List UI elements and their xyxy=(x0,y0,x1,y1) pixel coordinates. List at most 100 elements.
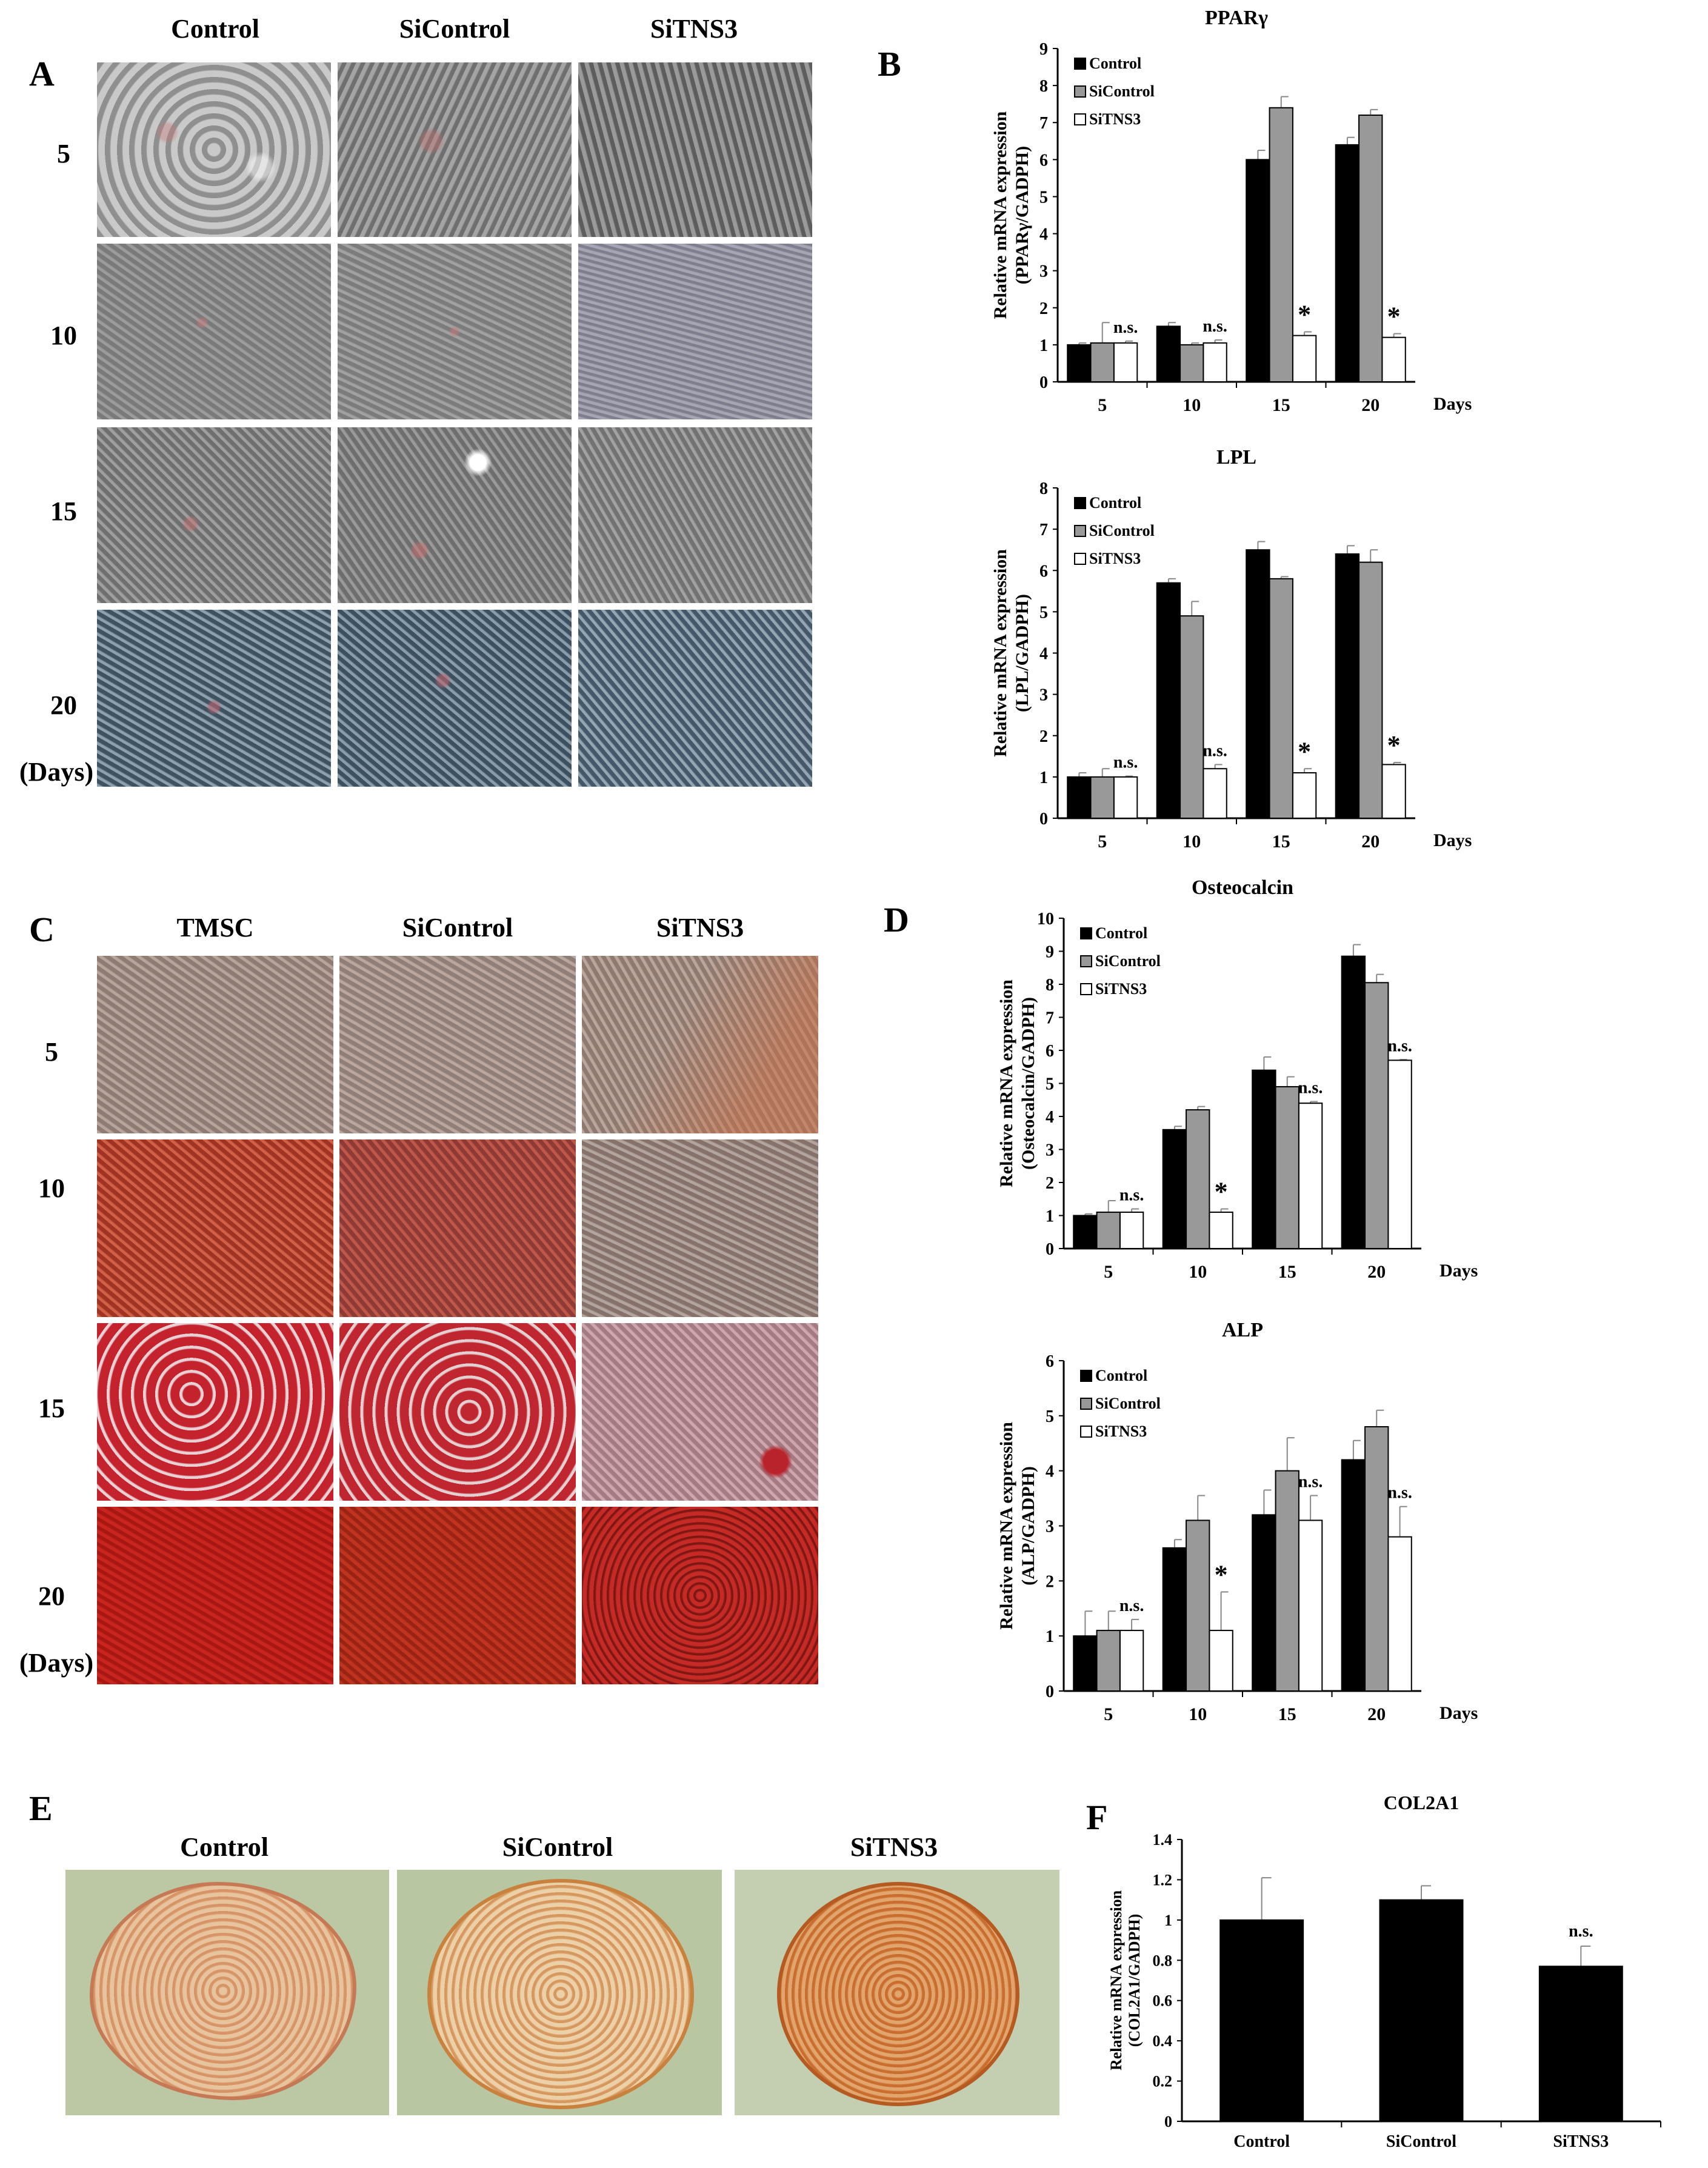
alp-bar-sicontrol xyxy=(1364,1426,1389,1692)
osteocalcin-significance: n.s. xyxy=(1119,1186,1144,1205)
pparg-legend-swatch xyxy=(1074,85,1086,98)
panel-letter-a: A xyxy=(29,54,55,93)
pparg-bar-control xyxy=(1156,325,1181,382)
pparg-significance: * xyxy=(1298,300,1311,330)
osteocalcin-bar-control xyxy=(1162,1129,1187,1249)
alp-xlabel: Days xyxy=(1439,1703,1478,1723)
osteocalcin-xlabel: Days xyxy=(1439,1261,1478,1281)
panel-letter-c: C xyxy=(29,910,55,949)
osteocalcin-ytick-label: 8 xyxy=(1046,976,1054,995)
osteocalcin-legend-swatch xyxy=(1080,927,1092,939)
pellet-e-sitns3-tissue xyxy=(777,1882,1019,2106)
pparg-bar-sitns3 xyxy=(1203,342,1227,382)
micrograph-a-control-day5 xyxy=(97,62,331,237)
alp-ytick-label: 2 xyxy=(1046,1572,1054,1591)
osteocalcin-legend-label: SiTNS3 xyxy=(1095,980,1147,998)
lpl-legend-label: Control xyxy=(1089,494,1141,512)
alp-bar-sicontrol xyxy=(1096,1630,1121,1692)
alp-significance: n.s. xyxy=(1119,1596,1144,1615)
micrograph-a-sitns3-day15 xyxy=(578,427,812,603)
pparg-legend-label: Control xyxy=(1089,55,1141,72)
chart-osteocalcin: Osteocalcin Relative mRNA expression (Oste… xyxy=(996,876,1478,1282)
osteocalcin-bar-sicontrol xyxy=(1186,1109,1210,1249)
lpl-significance: n.s. xyxy=(1113,753,1138,772)
pparg-ylabel-line: (PPARγ/GADPH) xyxy=(1012,146,1032,284)
alp-ytick-label: 6 xyxy=(1046,1352,1054,1371)
osteocalcin-xtick-label: 5 xyxy=(1104,1262,1113,1282)
lpl-legend-label: SiTNS3 xyxy=(1089,550,1141,567)
micrograph-c-tmsc-day5 xyxy=(97,956,333,1133)
pparg-bar-sitns3 xyxy=(1381,336,1406,383)
lpl-bar-sitns3 xyxy=(1203,768,1227,819)
lpl-ytick-label: 6 xyxy=(1039,562,1048,581)
panel-a-row-20: 20 xyxy=(50,690,77,720)
osteocalcin-legend-swatch xyxy=(1080,983,1092,995)
lpl-bar-sitns3 xyxy=(1113,776,1138,819)
lpl-ytick-label: 3 xyxy=(1039,686,1048,705)
panel-c-row-15: 15 xyxy=(38,1393,65,1423)
alp-bar-sitns3 xyxy=(1387,1536,1412,1692)
chart-col2a1: COL2A1 Relative mRNA expression(COL2A1/GA… xyxy=(1107,1792,1661,2151)
alp-bar-control xyxy=(1341,1459,1366,1692)
osteocalcin-ylabel-line: (Osteocalcin/GADPH) xyxy=(1018,997,1038,1170)
pparg-xlabel: Days xyxy=(1433,394,1472,414)
micrograph-c-tmsc-day10 xyxy=(97,1139,333,1317)
pellet-e-control xyxy=(65,1870,389,2115)
alp-ytick-label: 4 xyxy=(1046,1463,1054,1481)
micrograph-a-sitns3-day20 xyxy=(578,610,812,787)
pparg-ytick-label: 1 xyxy=(1039,336,1048,355)
alp-ylabel: Relative mRNA expression (ALP/GADPH) xyxy=(996,1422,1038,1630)
col2a1-ylabel-line: Relative mRNA expression xyxy=(1107,1890,1125,2070)
pparg-xtick-label: 15 xyxy=(1272,395,1290,415)
panel-e-col-control: Control xyxy=(180,1832,269,1862)
alp-ytick-label: 1 xyxy=(1046,1627,1054,1646)
lpl-xlabel: Days xyxy=(1433,830,1472,850)
pparg-bar-sitns3 xyxy=(1292,335,1317,382)
pparg-ytick-label: 8 xyxy=(1039,77,1048,96)
pparg-xtick-label: 20 xyxy=(1361,395,1379,415)
micrograph-a-sicontrol-day20 xyxy=(338,610,572,787)
lpl-title: LPL xyxy=(1216,446,1256,469)
panel-e-col-sicontrol: SiControl xyxy=(502,1832,613,1862)
micrograph-a-sitns3-day5 xyxy=(578,62,812,237)
lpl-ytick-label: 1 xyxy=(1039,769,1048,787)
micrograph-a-sicontrol-day10 xyxy=(338,244,572,419)
pparg-bar-control xyxy=(1067,344,1092,383)
lpl-ylabel: Relative mRNA expression (LPL/GADPH) xyxy=(990,549,1032,757)
alp-xtick-label: 15 xyxy=(1278,1704,1296,1724)
panel-c-row-20: 20 xyxy=(38,1581,65,1611)
pparg-bar-control xyxy=(1246,159,1270,382)
lpl-bar-control xyxy=(1246,549,1270,819)
lpl-ytick-label: 8 xyxy=(1039,479,1048,498)
pparg-ytick-label: 0 xyxy=(1039,373,1048,392)
lpl-xtick-label: 20 xyxy=(1361,832,1379,852)
osteocalcin-bar-sitns3 xyxy=(1119,1212,1144,1249)
alp-bar-sitns3 xyxy=(1119,1630,1144,1692)
micrograph-a-control-day20 xyxy=(97,610,331,787)
micrograph-c-sitns3-day5 xyxy=(582,956,818,1133)
pparg-ylabel: Relative mRNA expression (PPARγ/GADPH) xyxy=(990,111,1032,319)
col2a1-ytick-label: 0.8 xyxy=(1153,1952,1173,1969)
col2a1-ytick-label: 0 xyxy=(1164,2113,1172,2130)
lpl-ylabel-line: Relative mRNA expression xyxy=(990,549,1010,757)
col2a1-ytick-label: 1.4 xyxy=(1153,1831,1173,1849)
lpl-bar-sicontrol xyxy=(1358,561,1383,819)
pparg-ytick-label: 6 xyxy=(1039,151,1048,170)
lpl-ytick-label: 2 xyxy=(1039,727,1048,746)
lpl-legend-swatch xyxy=(1074,525,1086,537)
micrograph-c-sicontrol-day5 xyxy=(339,956,576,1133)
osteocalcin-bar-sicontrol xyxy=(1096,1212,1121,1249)
micrograph-a-sitns3-day10 xyxy=(578,244,812,419)
lpl-bar-sicontrol xyxy=(1090,776,1115,819)
osteocalcin-bar-sitns3 xyxy=(1209,1212,1233,1249)
panel-letter-d: D xyxy=(884,900,909,939)
lpl-bar-control xyxy=(1067,776,1092,819)
pparg-legend-swatch xyxy=(1074,58,1086,70)
pparg-significance: * xyxy=(1387,302,1401,332)
col2a1-xtick-label: SiControl xyxy=(1386,2132,1456,2151)
alp-bar-control xyxy=(1073,1635,1098,1692)
pellet-e-sitns3 xyxy=(735,1870,1059,2115)
pparg-ytick-label: 2 xyxy=(1039,299,1048,318)
osteocalcin-ytick-label: 9 xyxy=(1046,943,1054,962)
osteocalcin-xtick-label: 20 xyxy=(1367,1262,1386,1282)
